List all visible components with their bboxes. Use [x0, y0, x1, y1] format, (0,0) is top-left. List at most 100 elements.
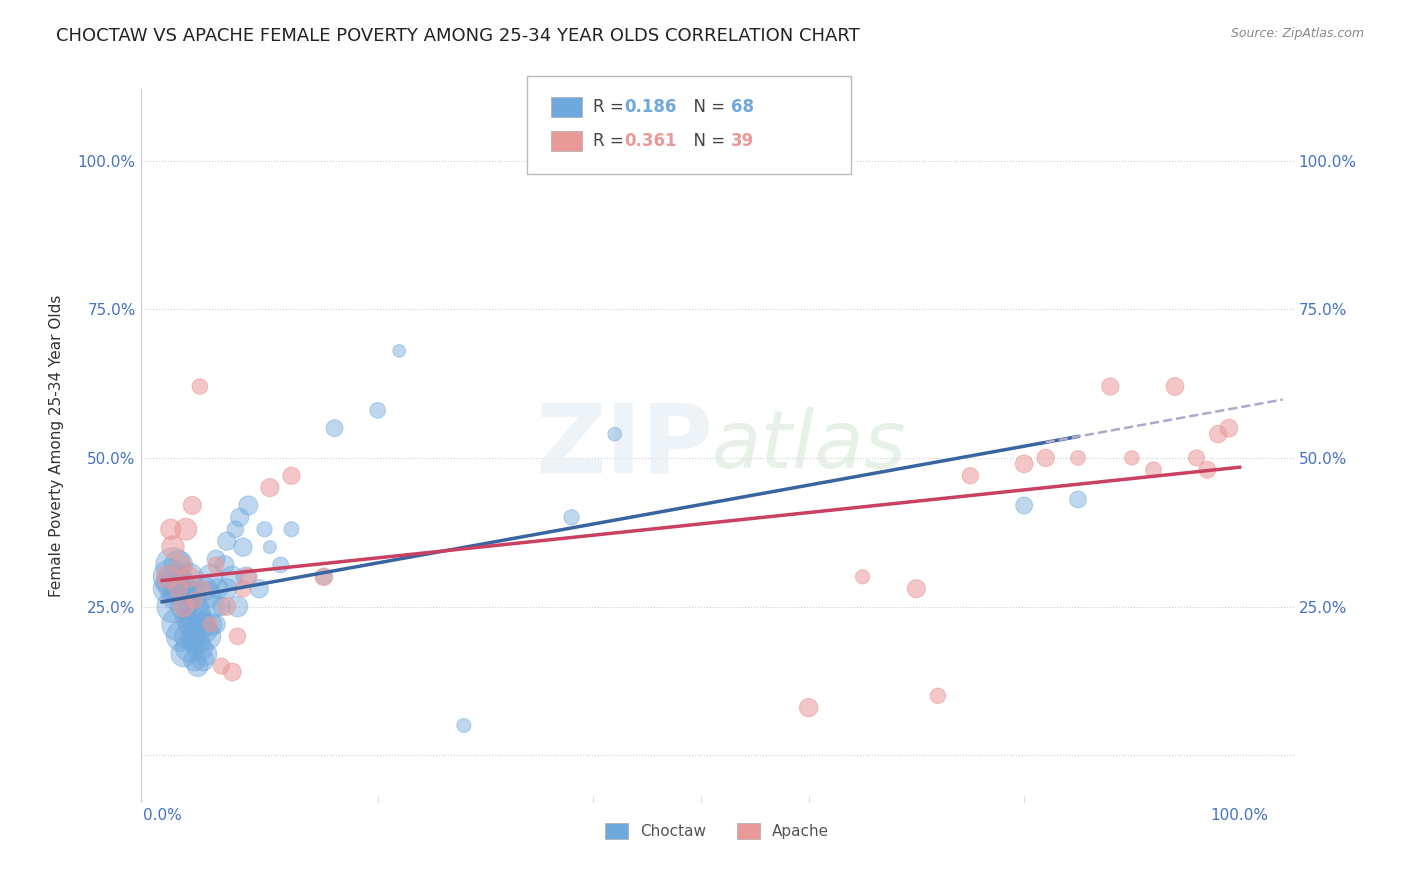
- Point: [603, 427, 626, 442]
- Point: [1099, 379, 1122, 393]
- Point: [177, 641, 200, 656]
- Point: [235, 570, 257, 584]
- Point: [202, 599, 225, 614]
- Point: [1012, 457, 1035, 471]
- Point: [247, 582, 270, 596]
- Point: [205, 617, 228, 632]
- Point: [905, 582, 928, 596]
- Point: [1197, 463, 1219, 477]
- Point: [162, 558, 184, 572]
- Point: [181, 588, 204, 602]
- Point: [162, 599, 184, 614]
- Point: [1067, 450, 1090, 465]
- Point: [194, 624, 217, 638]
- Point: [187, 635, 209, 649]
- Point: [323, 421, 346, 435]
- Point: [215, 582, 238, 596]
- Point: [1012, 499, 1035, 513]
- Point: [367, 403, 389, 417]
- Point: [221, 570, 243, 584]
- Text: 0.361: 0.361: [624, 132, 676, 150]
- Point: [232, 540, 254, 554]
- Point: [191, 582, 214, 596]
- Point: [200, 617, 222, 632]
- Point: [232, 582, 254, 596]
- Point: [226, 599, 249, 614]
- Point: [226, 629, 249, 643]
- Point: [1035, 450, 1057, 465]
- Point: [312, 570, 335, 584]
- Point: [1121, 450, 1143, 465]
- Point: [215, 599, 238, 614]
- Point: [194, 582, 217, 596]
- Point: [238, 499, 260, 513]
- Text: Source: ZipAtlas.com: Source: ZipAtlas.com: [1230, 27, 1364, 40]
- Point: [187, 606, 209, 620]
- Point: [173, 599, 195, 614]
- Point: [177, 617, 200, 632]
- Point: [1142, 463, 1164, 477]
- Text: CHOCTAW VS APACHE FEMALE POVERTY AMONG 25-34 YEAR OLDS CORRELATION CHART: CHOCTAW VS APACHE FEMALE POVERTY AMONG 2…: [56, 27, 860, 45]
- Point: [173, 599, 195, 614]
- Point: [187, 659, 209, 673]
- Text: R =: R =: [593, 132, 630, 150]
- Point: [188, 379, 211, 393]
- Point: [181, 611, 204, 625]
- Y-axis label: Female Poverty Among 25-34 Year Olds: Female Poverty Among 25-34 Year Olds: [49, 295, 63, 597]
- Point: [170, 558, 193, 572]
- Text: N =: N =: [683, 98, 731, 116]
- Point: [173, 647, 195, 661]
- Point: [165, 575, 187, 590]
- Point: [183, 593, 205, 607]
- Point: [197, 629, 219, 643]
- Point: [162, 540, 184, 554]
- Point: [188, 611, 211, 625]
- Point: [851, 570, 873, 584]
- Point: [174, 629, 197, 643]
- Text: N =: N =: [683, 132, 731, 150]
- Point: [181, 635, 204, 649]
- Point: [177, 570, 200, 584]
- Text: R =: R =: [593, 98, 630, 116]
- Point: [453, 718, 475, 732]
- Point: [280, 468, 302, 483]
- Point: [1067, 492, 1090, 507]
- Point: [191, 617, 214, 632]
- Point: [167, 558, 190, 572]
- Point: [1164, 379, 1187, 393]
- Point: [156, 582, 179, 596]
- Legend: Choctaw, Apache: Choctaw, Apache: [599, 817, 835, 845]
- Point: [167, 617, 190, 632]
- Point: [183, 653, 205, 667]
- Point: [194, 647, 217, 661]
- Point: [238, 570, 260, 584]
- Point: [229, 510, 252, 524]
- Point: [207, 582, 229, 596]
- Point: [209, 599, 232, 614]
- Point: [259, 540, 281, 554]
- Point: [280, 522, 302, 536]
- Point: [561, 510, 583, 524]
- Point: [191, 653, 214, 667]
- Point: [205, 552, 228, 566]
- Text: 0.186: 0.186: [624, 98, 676, 116]
- Point: [177, 593, 200, 607]
- Point: [177, 570, 200, 584]
- Point: [205, 558, 228, 572]
- Text: 39: 39: [731, 132, 755, 150]
- Point: [167, 588, 190, 602]
- Point: [1206, 427, 1229, 442]
- Point: [959, 468, 981, 483]
- Point: [174, 611, 197, 625]
- Point: [209, 659, 232, 673]
- Point: [797, 700, 820, 714]
- Point: [200, 570, 222, 584]
- Point: [927, 689, 949, 703]
- Point: [170, 582, 193, 596]
- Point: [1185, 450, 1208, 465]
- Point: [253, 522, 276, 536]
- Text: ZIP: ZIP: [536, 400, 714, 492]
- Point: [188, 641, 211, 656]
- Point: [174, 522, 197, 536]
- Text: 68: 68: [731, 98, 754, 116]
